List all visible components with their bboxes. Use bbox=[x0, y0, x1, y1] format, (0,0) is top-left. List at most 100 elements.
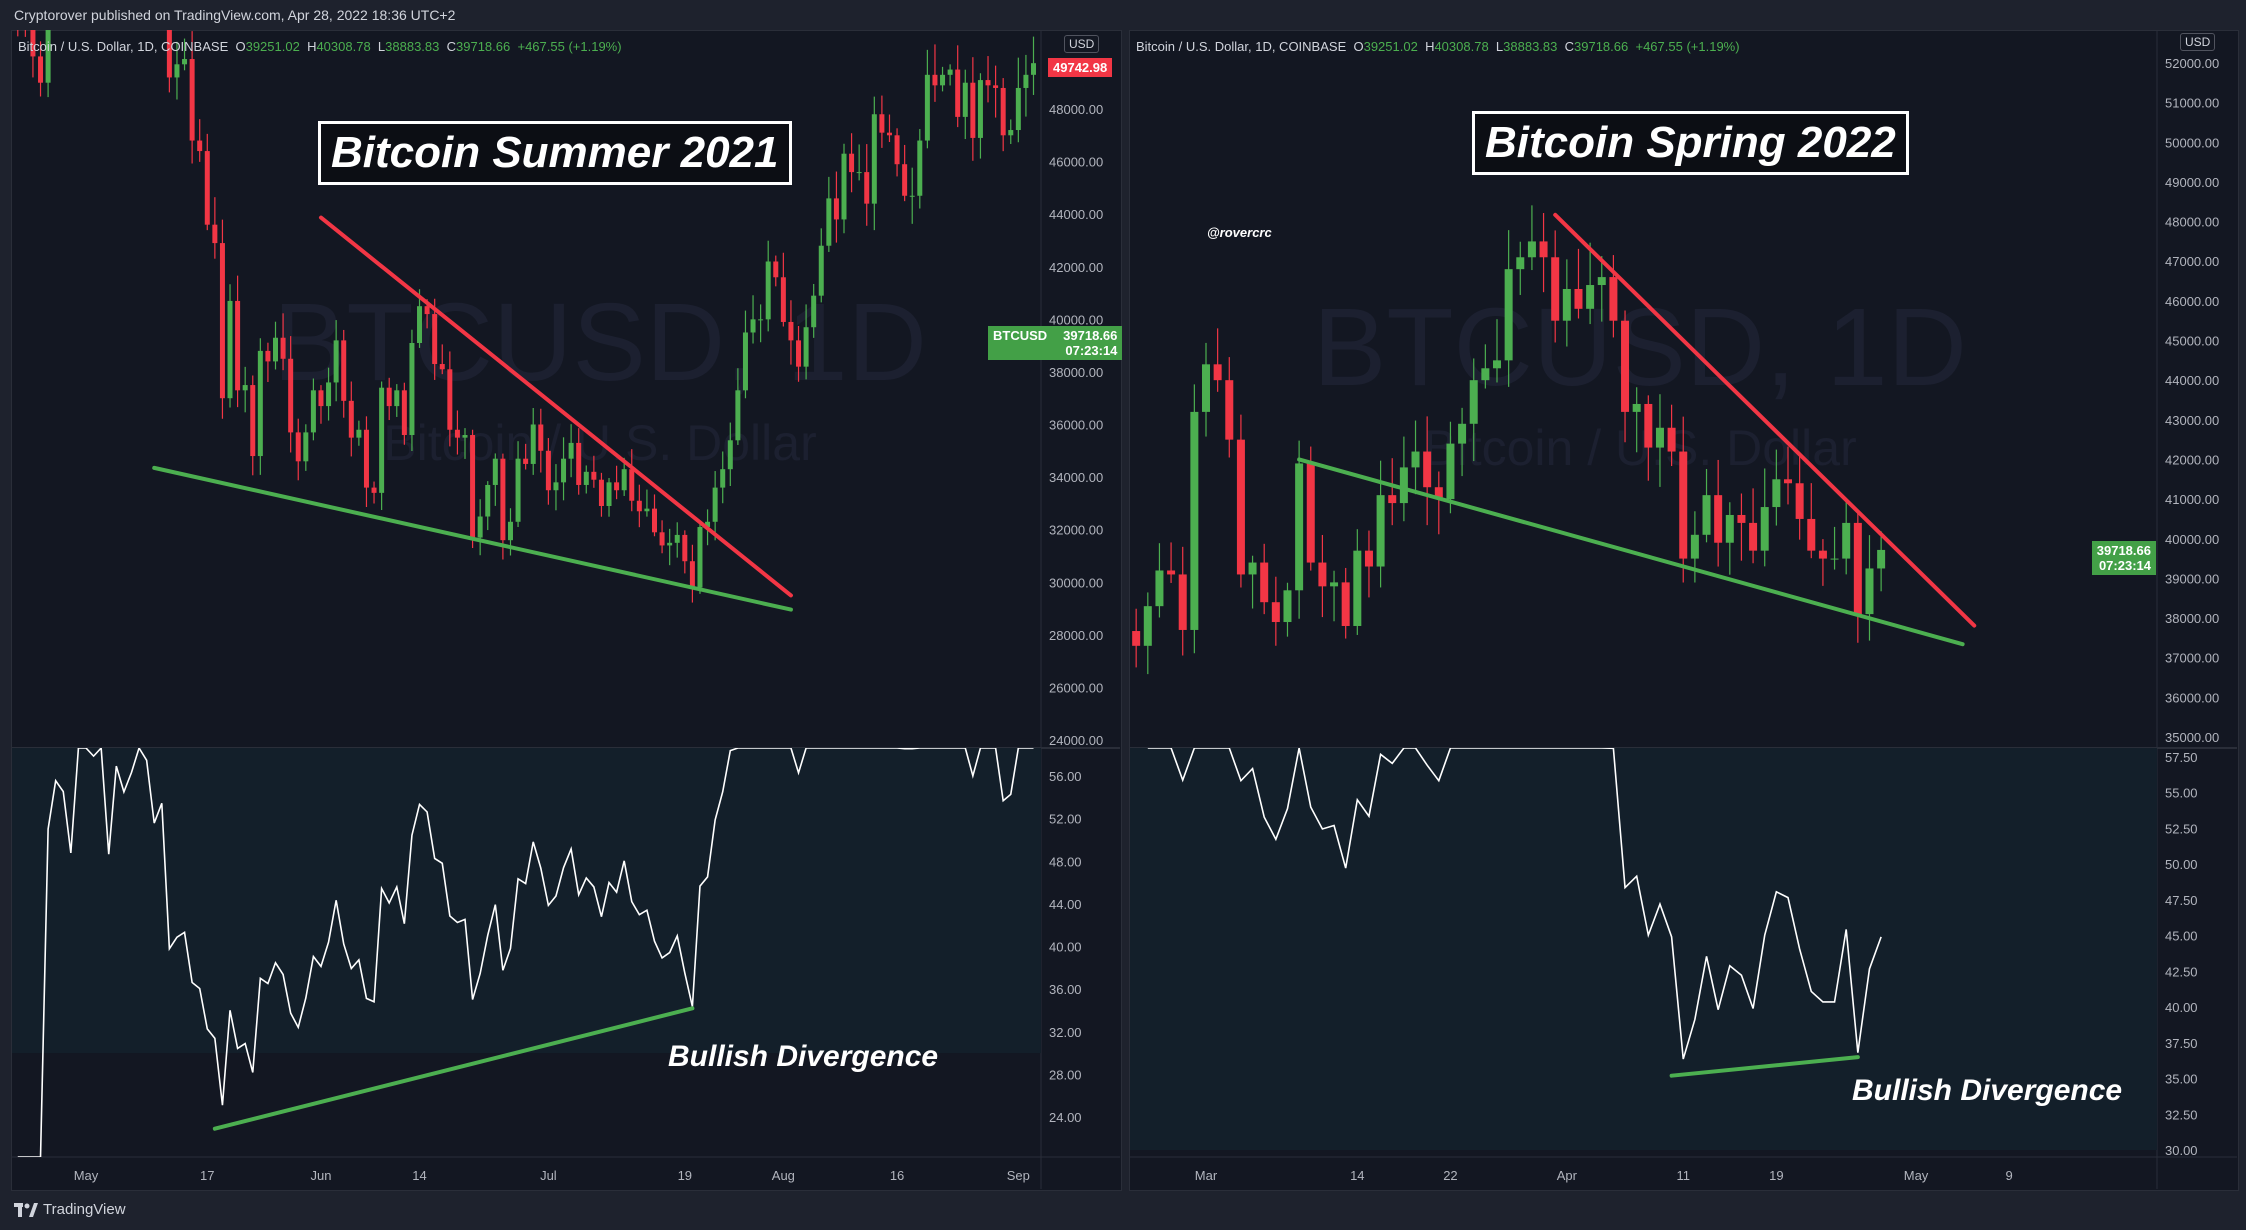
low-label: L bbox=[377, 39, 386, 54]
price-tick-label: 28000.00 bbox=[1049, 628, 1103, 643]
time-tick-label: Jul bbox=[540, 1168, 557, 1183]
rsi-tick-label: 30.00 bbox=[2165, 1143, 2198, 1158]
candle-body bbox=[614, 482, 620, 491]
left-ohlc-legend: Bitcoin / U.S. Dollar, 1D, COINBASE O392… bbox=[18, 39, 622, 54]
candle-body bbox=[1493, 360, 1501, 369]
rsi-band bbox=[1130, 748, 2157, 1150]
candle-body bbox=[371, 487, 377, 493]
price-tick-label: 49000.00 bbox=[2165, 175, 2219, 190]
publish-header: Cryptorover published on TradingView.com… bbox=[14, 7, 456, 23]
candle-body bbox=[796, 340, 802, 367]
candle-body bbox=[1225, 380, 1234, 440]
candle-body bbox=[894, 135, 900, 165]
candle-body bbox=[917, 140, 923, 196]
time-tick-label: 17 bbox=[200, 1168, 214, 1183]
candle-body bbox=[242, 385, 248, 391]
candle-body bbox=[598, 479, 604, 507]
close-label: C bbox=[1564, 39, 1575, 54]
candle-body bbox=[621, 469, 627, 491]
candle-body bbox=[1527, 241, 1536, 258]
high-label: H bbox=[307, 39, 317, 54]
candle-body bbox=[1411, 451, 1420, 468]
candle-body bbox=[189, 59, 195, 141]
legend-symbol: Bitcoin / U.S. Dollar, 1D, COINBASE bbox=[18, 39, 229, 54]
candle-body bbox=[288, 358, 294, 433]
rsi-tick-label: 32.00 bbox=[1049, 1025, 1082, 1040]
candle-body bbox=[341, 340, 347, 401]
candle-body bbox=[1330, 582, 1339, 587]
candle-body bbox=[742, 332, 748, 391]
candle-body bbox=[1644, 403, 1653, 448]
candle-body bbox=[348, 400, 354, 438]
red-trendline bbox=[318, 215, 793, 598]
candle-body bbox=[310, 390, 316, 433]
candle-body bbox=[273, 337, 278, 362]
candle-body bbox=[886, 132, 892, 136]
close-value: 39718.66 bbox=[456, 39, 511, 54]
candle-body bbox=[318, 390, 324, 407]
candle-body bbox=[750, 319, 756, 333]
candle-body bbox=[1795, 483, 1804, 519]
candle-body bbox=[1423, 451, 1432, 488]
candle-body bbox=[1737, 514, 1746, 523]
candle-body bbox=[417, 306, 423, 343]
candle-body bbox=[326, 382, 332, 407]
candle-body bbox=[530, 424, 536, 464]
candle-body bbox=[947, 69, 953, 75]
candle-body bbox=[166, 30, 172, 78]
time-tick-label: 16 bbox=[890, 1168, 904, 1183]
watermark-symbol: BTCUSD, 1D bbox=[1313, 286, 1967, 409]
candle-body bbox=[1714, 495, 1723, 543]
candle-body bbox=[386, 387, 392, 407]
candle-body bbox=[1830, 558, 1839, 560]
candle-body bbox=[439, 364, 445, 370]
candle-body bbox=[1772, 479, 1781, 508]
candle-body bbox=[977, 80, 983, 138]
candle-body bbox=[515, 458, 521, 522]
change-value: +467.55 (+1.19%) bbox=[1635, 39, 1740, 54]
rsi-tick-label: 55.00 bbox=[2165, 786, 2198, 801]
left-divergence-label: Bullish Divergence bbox=[668, 1040, 939, 1073]
price-tick-label: 32000.00 bbox=[1049, 523, 1103, 538]
candle-body bbox=[409, 342, 415, 436]
rsi-tick-label: 36.00 bbox=[1049, 982, 1082, 997]
candle-body bbox=[1023, 74, 1029, 88]
time-tick-label: 22 bbox=[1443, 1168, 1457, 1183]
rsi-tick-label: 45.00 bbox=[2165, 929, 2198, 944]
price-tick-label: 38000.00 bbox=[2165, 611, 2219, 626]
candles bbox=[1132, 205, 1886, 675]
watermark-symbol: BTCUSD, 1D bbox=[273, 281, 927, 404]
candle-body bbox=[227, 300, 233, 399]
rsi-tick-label: 56.00 bbox=[1049, 769, 1082, 784]
close-value: 39718.66 bbox=[1574, 39, 1629, 54]
candle-body bbox=[545, 450, 551, 491]
candle-body bbox=[803, 327, 809, 367]
candle-body bbox=[909, 195, 915, 197]
price-tick-label: 46000.00 bbox=[2165, 294, 2219, 309]
candle-body bbox=[1178, 574, 1187, 630]
price-tick-label: 47000.00 bbox=[2165, 254, 2219, 269]
candle-body bbox=[720, 469, 726, 488]
left-currency-button[interactable]: USD bbox=[1064, 35, 1100, 53]
right-currency-button[interactable]: USD bbox=[2180, 33, 2216, 51]
rsi-band bbox=[12, 748, 1041, 1054]
price-tick-label: 36000.00 bbox=[1049, 418, 1103, 433]
candle-body bbox=[303, 432, 309, 462]
candle-body bbox=[1248, 562, 1257, 575]
candle-body bbox=[833, 198, 839, 220]
candle-body bbox=[1481, 368, 1490, 381]
candle-body bbox=[902, 164, 908, 196]
candle-body bbox=[924, 74, 930, 141]
candle-body bbox=[1306, 463, 1315, 563]
candle-body bbox=[235, 300, 241, 391]
time-tick-label: Aug bbox=[772, 1168, 795, 1183]
candle-body bbox=[280, 337, 286, 359]
open-label: O bbox=[235, 39, 246, 54]
left-last-price-label: 49742.98 bbox=[1048, 58, 1113, 77]
rsi-tick-label: 50.00 bbox=[2165, 857, 2198, 872]
price-tick-label: 39000.00 bbox=[2165, 571, 2219, 586]
candle-body bbox=[295, 432, 301, 462]
price-text: 39718.66 bbox=[1063, 328, 1118, 343]
candle-body bbox=[591, 471, 597, 480]
